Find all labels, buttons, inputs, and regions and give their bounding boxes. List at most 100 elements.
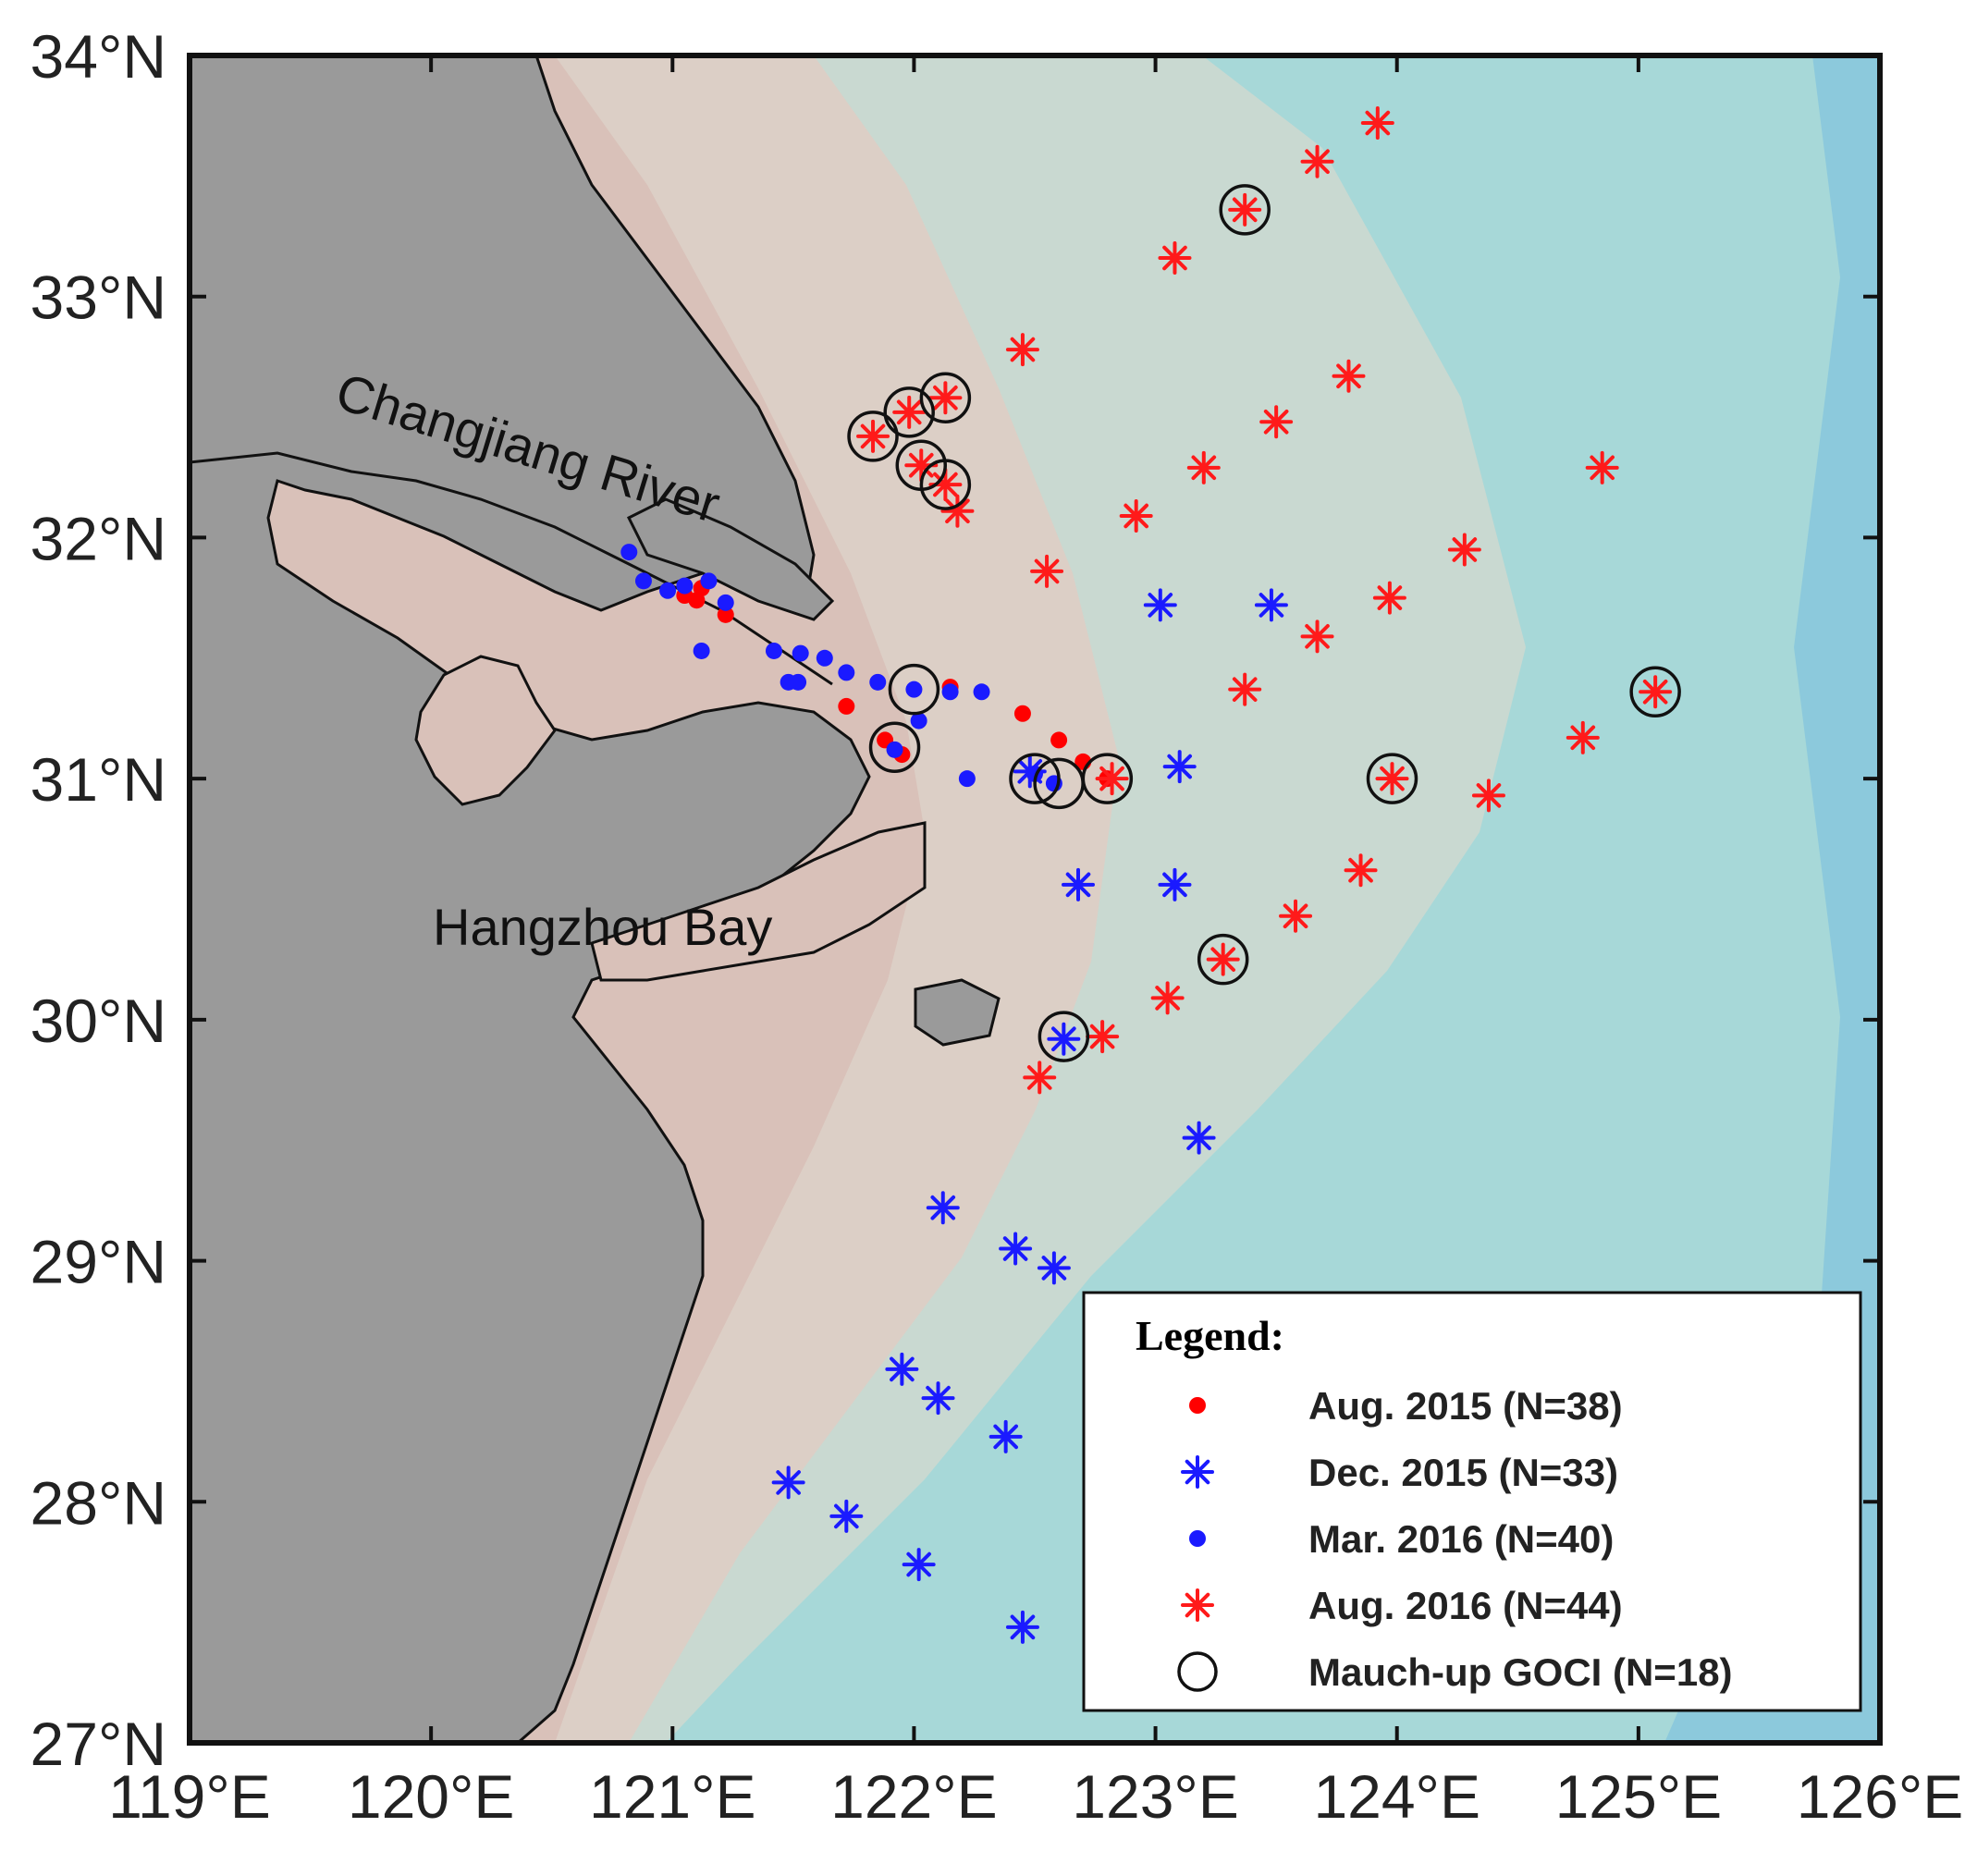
sample-dot-marker [659,582,677,599]
y-tick-label: 27°N [31,1710,166,1778]
legend: Legend: Aug. 2015 (N=38) Dec. 2015 (N=33)… [1082,1291,1862,1712]
y-tick-label: 28°N [31,1468,166,1537]
x-tick-label: 126°E [1797,1762,1964,1831]
sample-star-marker [1585,450,1619,484]
observation-markers [620,106,1681,1644]
legend-entries: Aug. 2015 (N=38) Dec. 2015 (N=33) Mar. 201… [1177,1384,1733,1694]
sample-star-marker [1158,867,1192,901]
sample-star-marker [1158,241,1192,275]
sample-dot-marker [634,572,652,590]
axis-ticks [188,54,1882,1745]
chongming-island [626,497,835,621]
y-tick-label: 33°N [31,264,166,332]
sample-dot-marker [700,572,718,590]
sample-star-marker [1030,554,1064,588]
legend-star-symbol [1181,1588,1214,1622]
sample-star-marker [892,395,927,429]
bay-label: Hangzhou Bay [433,898,772,956]
sample-star-marker [1143,588,1177,622]
sample-star-marker [1062,867,1096,901]
sample-star-marker [1228,192,1262,227]
sample-dot-marker [717,606,734,623]
legend-circle-symbol [1177,1651,1218,1692]
sample-star-marker [1023,1061,1057,1095]
sample-dot-marker [693,642,710,659]
sample-star-marker [1344,853,1378,888]
sample-star-marker [1206,942,1240,976]
sample-star-marker [829,1499,864,1533]
x-tick-label: 119°E [108,1762,271,1831]
sample-dot-marker [688,592,706,609]
goci-matchup-circle [919,372,972,423]
sample-dot-marker [1013,705,1031,722]
sample-star-marker [856,419,890,453]
goci-matchup-circle [1629,666,1681,718]
legend-dot-symbol [1189,1397,1206,1414]
sample-star-marker [1254,588,1288,622]
sample-star-marker [1372,581,1406,615]
legend-box [1082,1291,1862,1712]
sample-dot-marker [838,697,855,715]
goci-matchup-circle [883,386,935,438]
sample-star-marker [1162,750,1197,784]
goci-matchup-circle [1219,184,1271,236]
zhoushan-islands [914,978,1001,1047]
goci-matchup-circle [888,663,940,716]
sample-star-marker [1259,405,1294,439]
legend-label: Dec. 2015 (N=33) [1308,1451,1618,1494]
legend-label: Aug. 2015 (N=38) [1308,1384,1623,1428]
sample-star-marker [1005,1610,1039,1644]
goci-matchup-circle [1038,1011,1090,1062]
sample-dot-marker [910,712,927,730]
plot-frame [187,53,1883,1746]
legend-dot-symbol [1189,1530,1206,1547]
sample-star-marker [885,1352,919,1386]
y-tick-label: 31°N [31,745,166,814]
y-tick-label: 34°N [31,22,166,91]
sample-star-marker [1119,498,1153,533]
hangzhou-bay [590,821,927,982]
axis-tick-labels: 119°E 120°E 121°E 122°E 123°E 124°E 125°E 126°E… [31,22,1964,1831]
goci-matchup-circle [919,459,972,510]
sample-star-marker [988,1419,1023,1453]
changjiang-estuary [190,451,833,686]
sample-star-marker [1300,619,1334,654]
sample-star-marker [1047,1022,1081,1056]
sample-dot-marker [816,649,833,667]
sample-dot-marker [973,683,990,701]
sample-dot-marker [941,683,959,701]
taihu-lake [414,655,557,806]
sample-dot-marker [765,642,782,659]
legend-label: Mauch-up GOCI (N=18) [1308,1650,1733,1694]
sample-star-marker [1471,779,1505,813]
x-tick-label: 124°E [1313,1762,1480,1831]
legend-label: Aug. 2016 (N=44) [1308,1584,1623,1627]
sample-dot-marker [717,594,734,611]
sample-dot-marker [905,681,923,698]
sample-star-marker [1186,450,1221,484]
sample-star-marker [926,1191,960,1225]
sample-dot-marker [620,544,638,561]
sample-star-marker [1639,675,1673,709]
goci-matchup-circle [1081,753,1134,804]
y-tick-label: 29°N [31,1228,166,1296]
sample-star-marker [921,1381,955,1416]
x-tick-label: 125°E [1555,1762,1723,1831]
sample-star-marker [771,1465,805,1500]
legend-label: Mar. 2016 (N=40) [1308,1517,1614,1561]
goci-matchup-circle [1009,753,1061,804]
goci-matchup-circle [868,721,921,773]
x-tick-label: 122°E [830,1762,998,1831]
sample-star-marker [1095,762,1129,796]
goci-matchup-circle [1366,753,1418,804]
sample-star-marker [1228,672,1262,706]
legend-star-symbol [1181,1455,1214,1489]
sample-dot-marker [676,577,694,595]
sample-dot-marker [869,673,887,691]
sample-dot-marker [1050,731,1068,749]
y-tick-label: 32°N [31,504,166,572]
sample-dot-marker [792,644,809,662]
goci-matchup-circle [847,411,899,462]
sample-star-marker [940,494,975,528]
